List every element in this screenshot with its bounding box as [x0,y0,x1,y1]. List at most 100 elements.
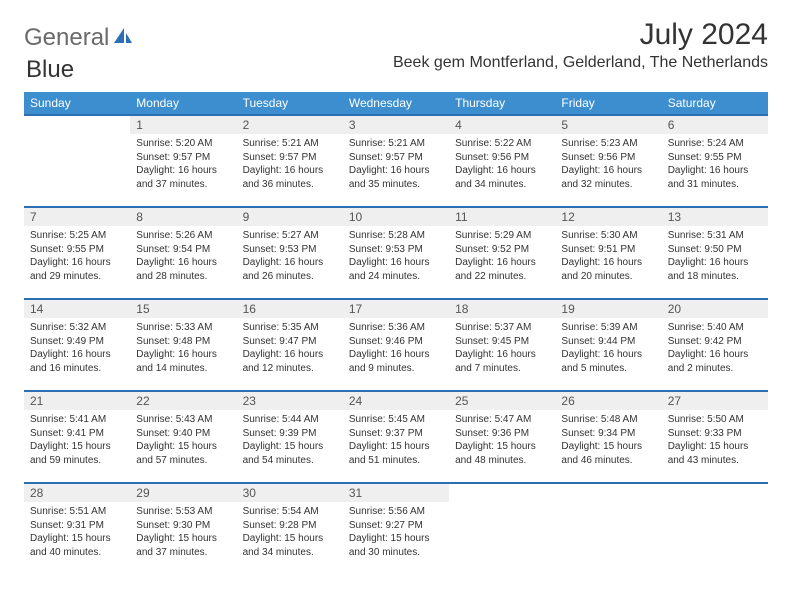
sunrise-text: Sunrise: 5:47 AM [455,413,549,427]
day-info: Sunrise: 5:36 AMSunset: 9:46 PMDaylight:… [343,318,449,379]
day-number: 13 [662,208,768,226]
day-number: 10 [343,208,449,226]
calendar-week-row: 7Sunrise: 5:25 AMSunset: 9:55 PMDaylight… [24,207,768,299]
day-info: Sunrise: 5:43 AMSunset: 9:40 PMDaylight:… [130,410,236,471]
sunrise-text: Sunrise: 5:21 AM [349,137,443,151]
logo-text-2: Blue [26,56,74,83]
day-number: 24 [343,392,449,410]
sunset-text: Sunset: 9:33 PM [668,427,762,441]
daylight-text: Daylight: 16 hours and 22 minutes. [455,256,549,283]
sunrise-text: Sunrise: 5:40 AM [668,321,762,335]
day-info: Sunrise: 5:48 AMSunset: 9:34 PMDaylight:… [555,410,661,471]
calendar-day-cell: 12Sunrise: 5:30 AMSunset: 9:51 PMDayligh… [555,207,661,299]
day-info: Sunrise: 5:31 AMSunset: 9:50 PMDaylight:… [662,226,768,287]
sunset-text: Sunset: 9:40 PM [136,427,230,441]
calendar-week-row: 14Sunrise: 5:32 AMSunset: 9:49 PMDayligh… [24,299,768,391]
daylight-text: Daylight: 16 hours and 18 minutes. [668,256,762,283]
daylight-text: Daylight: 16 hours and 5 minutes. [561,348,655,375]
sunrise-text: Sunrise: 5:20 AM [136,137,230,151]
calendar-day-cell: 6Sunrise: 5:24 AMSunset: 9:55 PMDaylight… [662,115,768,207]
daylight-text: Daylight: 16 hours and 37 minutes. [136,164,230,191]
day-number: 18 [449,300,555,318]
daylight-text: Daylight: 15 hours and 37 minutes. [136,532,230,559]
daylight-text: Daylight: 16 hours and 29 minutes. [30,256,124,283]
daylight-text: Daylight: 16 hours and 36 minutes. [243,164,337,191]
calendar-day-cell: 27Sunrise: 5:50 AMSunset: 9:33 PMDayligh… [662,391,768,483]
sunset-text: Sunset: 9:48 PM [136,335,230,349]
day-number: 3 [343,116,449,134]
daylight-text: Daylight: 16 hours and 28 minutes. [136,256,230,283]
day-number: 27 [662,392,768,410]
daylight-text: Daylight: 16 hours and 32 minutes. [561,164,655,191]
day-number: 11 [449,208,555,226]
weekday-header: Friday [555,92,661,115]
daylight-text: Daylight: 16 hours and 26 minutes. [243,256,337,283]
sunset-text: Sunset: 9:27 PM [349,519,443,533]
sunset-text: Sunset: 9:45 PM [455,335,549,349]
day-info: Sunrise: 5:45 AMSunset: 9:37 PMDaylight:… [343,410,449,471]
day-info: Sunrise: 5:25 AMSunset: 9:55 PMDaylight:… [24,226,130,287]
weekday-header-row: Sunday Monday Tuesday Wednesday Thursday… [24,92,768,115]
sunrise-text: Sunrise: 5:28 AM [349,229,443,243]
sunset-text: Sunset: 9:54 PM [136,243,230,257]
daylight-text: Daylight: 16 hours and 9 minutes. [349,348,443,375]
sunset-text: Sunset: 9:57 PM [349,151,443,165]
daylight-text: Daylight: 15 hours and 54 minutes. [243,440,337,467]
sunrise-text: Sunrise: 5:39 AM [561,321,655,335]
day-info: Sunrise: 5:56 AMSunset: 9:27 PMDaylight:… [343,502,449,563]
calendar-day-cell: 14Sunrise: 5:32 AMSunset: 9:49 PMDayligh… [24,299,130,391]
day-number: 15 [130,300,236,318]
calendar-day-cell: 16Sunrise: 5:35 AMSunset: 9:47 PMDayligh… [237,299,343,391]
sunrise-text: Sunrise: 5:37 AM [455,321,549,335]
calendar-day-cell [449,483,555,575]
daylight-text: Daylight: 15 hours and 46 minutes. [561,440,655,467]
day-info: Sunrise: 5:33 AMSunset: 9:48 PMDaylight:… [130,318,236,379]
calendar-day-cell [24,115,130,207]
daylight-text: Daylight: 16 hours and 20 minutes. [561,256,655,283]
daylight-text: Daylight: 15 hours and 30 minutes. [349,532,443,559]
sunrise-text: Sunrise: 5:24 AM [668,137,762,151]
sunset-text: Sunset: 9:47 PM [243,335,337,349]
calendar-day-cell: 29Sunrise: 5:53 AMSunset: 9:30 PMDayligh… [130,483,236,575]
day-info: Sunrise: 5:47 AMSunset: 9:36 PMDaylight:… [449,410,555,471]
weekday-header: Monday [130,92,236,115]
day-info: Sunrise: 5:39 AMSunset: 9:44 PMDaylight:… [555,318,661,379]
day-info: Sunrise: 5:40 AMSunset: 9:42 PMDaylight:… [662,318,768,379]
daylight-text: Daylight: 16 hours and 16 minutes. [30,348,124,375]
day-info: Sunrise: 5:27 AMSunset: 9:53 PMDaylight:… [237,226,343,287]
weekday-header: Saturday [662,92,768,115]
sunrise-text: Sunrise: 5:26 AM [136,229,230,243]
daylight-text: Daylight: 15 hours and 34 minutes. [243,532,337,559]
weekday-header: Wednesday [343,92,449,115]
calendar-day-cell: 7Sunrise: 5:25 AMSunset: 9:55 PMDaylight… [24,207,130,299]
sunrise-text: Sunrise: 5:32 AM [30,321,124,335]
daylight-text: Daylight: 16 hours and 31 minutes. [668,164,762,191]
sunrise-text: Sunrise: 5:21 AM [243,137,337,151]
day-info: Sunrise: 5:21 AMSunset: 9:57 PMDaylight:… [237,134,343,195]
sunset-text: Sunset: 9:36 PM [455,427,549,441]
calendar-day-cell: 30Sunrise: 5:54 AMSunset: 9:28 PMDayligh… [237,483,343,575]
day-number: 23 [237,392,343,410]
day-info: Sunrise: 5:32 AMSunset: 9:49 PMDaylight:… [24,318,130,379]
day-number: 9 [237,208,343,226]
calendar-day-cell: 24Sunrise: 5:45 AMSunset: 9:37 PMDayligh… [343,391,449,483]
calendar-day-cell: 13Sunrise: 5:31 AMSunset: 9:50 PMDayligh… [662,207,768,299]
daylight-text: Daylight: 16 hours and 2 minutes. [668,348,762,375]
day-info: Sunrise: 5:26 AMSunset: 9:54 PMDaylight:… [130,226,236,287]
sunrise-text: Sunrise: 5:51 AM [30,505,124,519]
day-number: 1 [130,116,236,134]
day-info: Sunrise: 5:30 AMSunset: 9:51 PMDaylight:… [555,226,661,287]
calendar-day-cell: 8Sunrise: 5:26 AMSunset: 9:54 PMDaylight… [130,207,236,299]
day-number: 5 [555,116,661,134]
sunset-text: Sunset: 9:56 PM [455,151,549,165]
day-number: 16 [237,300,343,318]
calendar-day-cell [555,483,661,575]
sunrise-text: Sunrise: 5:27 AM [243,229,337,243]
day-number: 30 [237,484,343,502]
day-number: 26 [555,392,661,410]
calendar-day-cell: 22Sunrise: 5:43 AMSunset: 9:40 PMDayligh… [130,391,236,483]
calendar-day-cell: 25Sunrise: 5:47 AMSunset: 9:36 PMDayligh… [449,391,555,483]
calendar-week-row: 28Sunrise: 5:51 AMSunset: 9:31 PMDayligh… [24,483,768,575]
day-info: Sunrise: 5:54 AMSunset: 9:28 PMDaylight:… [237,502,343,563]
sunrise-text: Sunrise: 5:50 AM [668,413,762,427]
